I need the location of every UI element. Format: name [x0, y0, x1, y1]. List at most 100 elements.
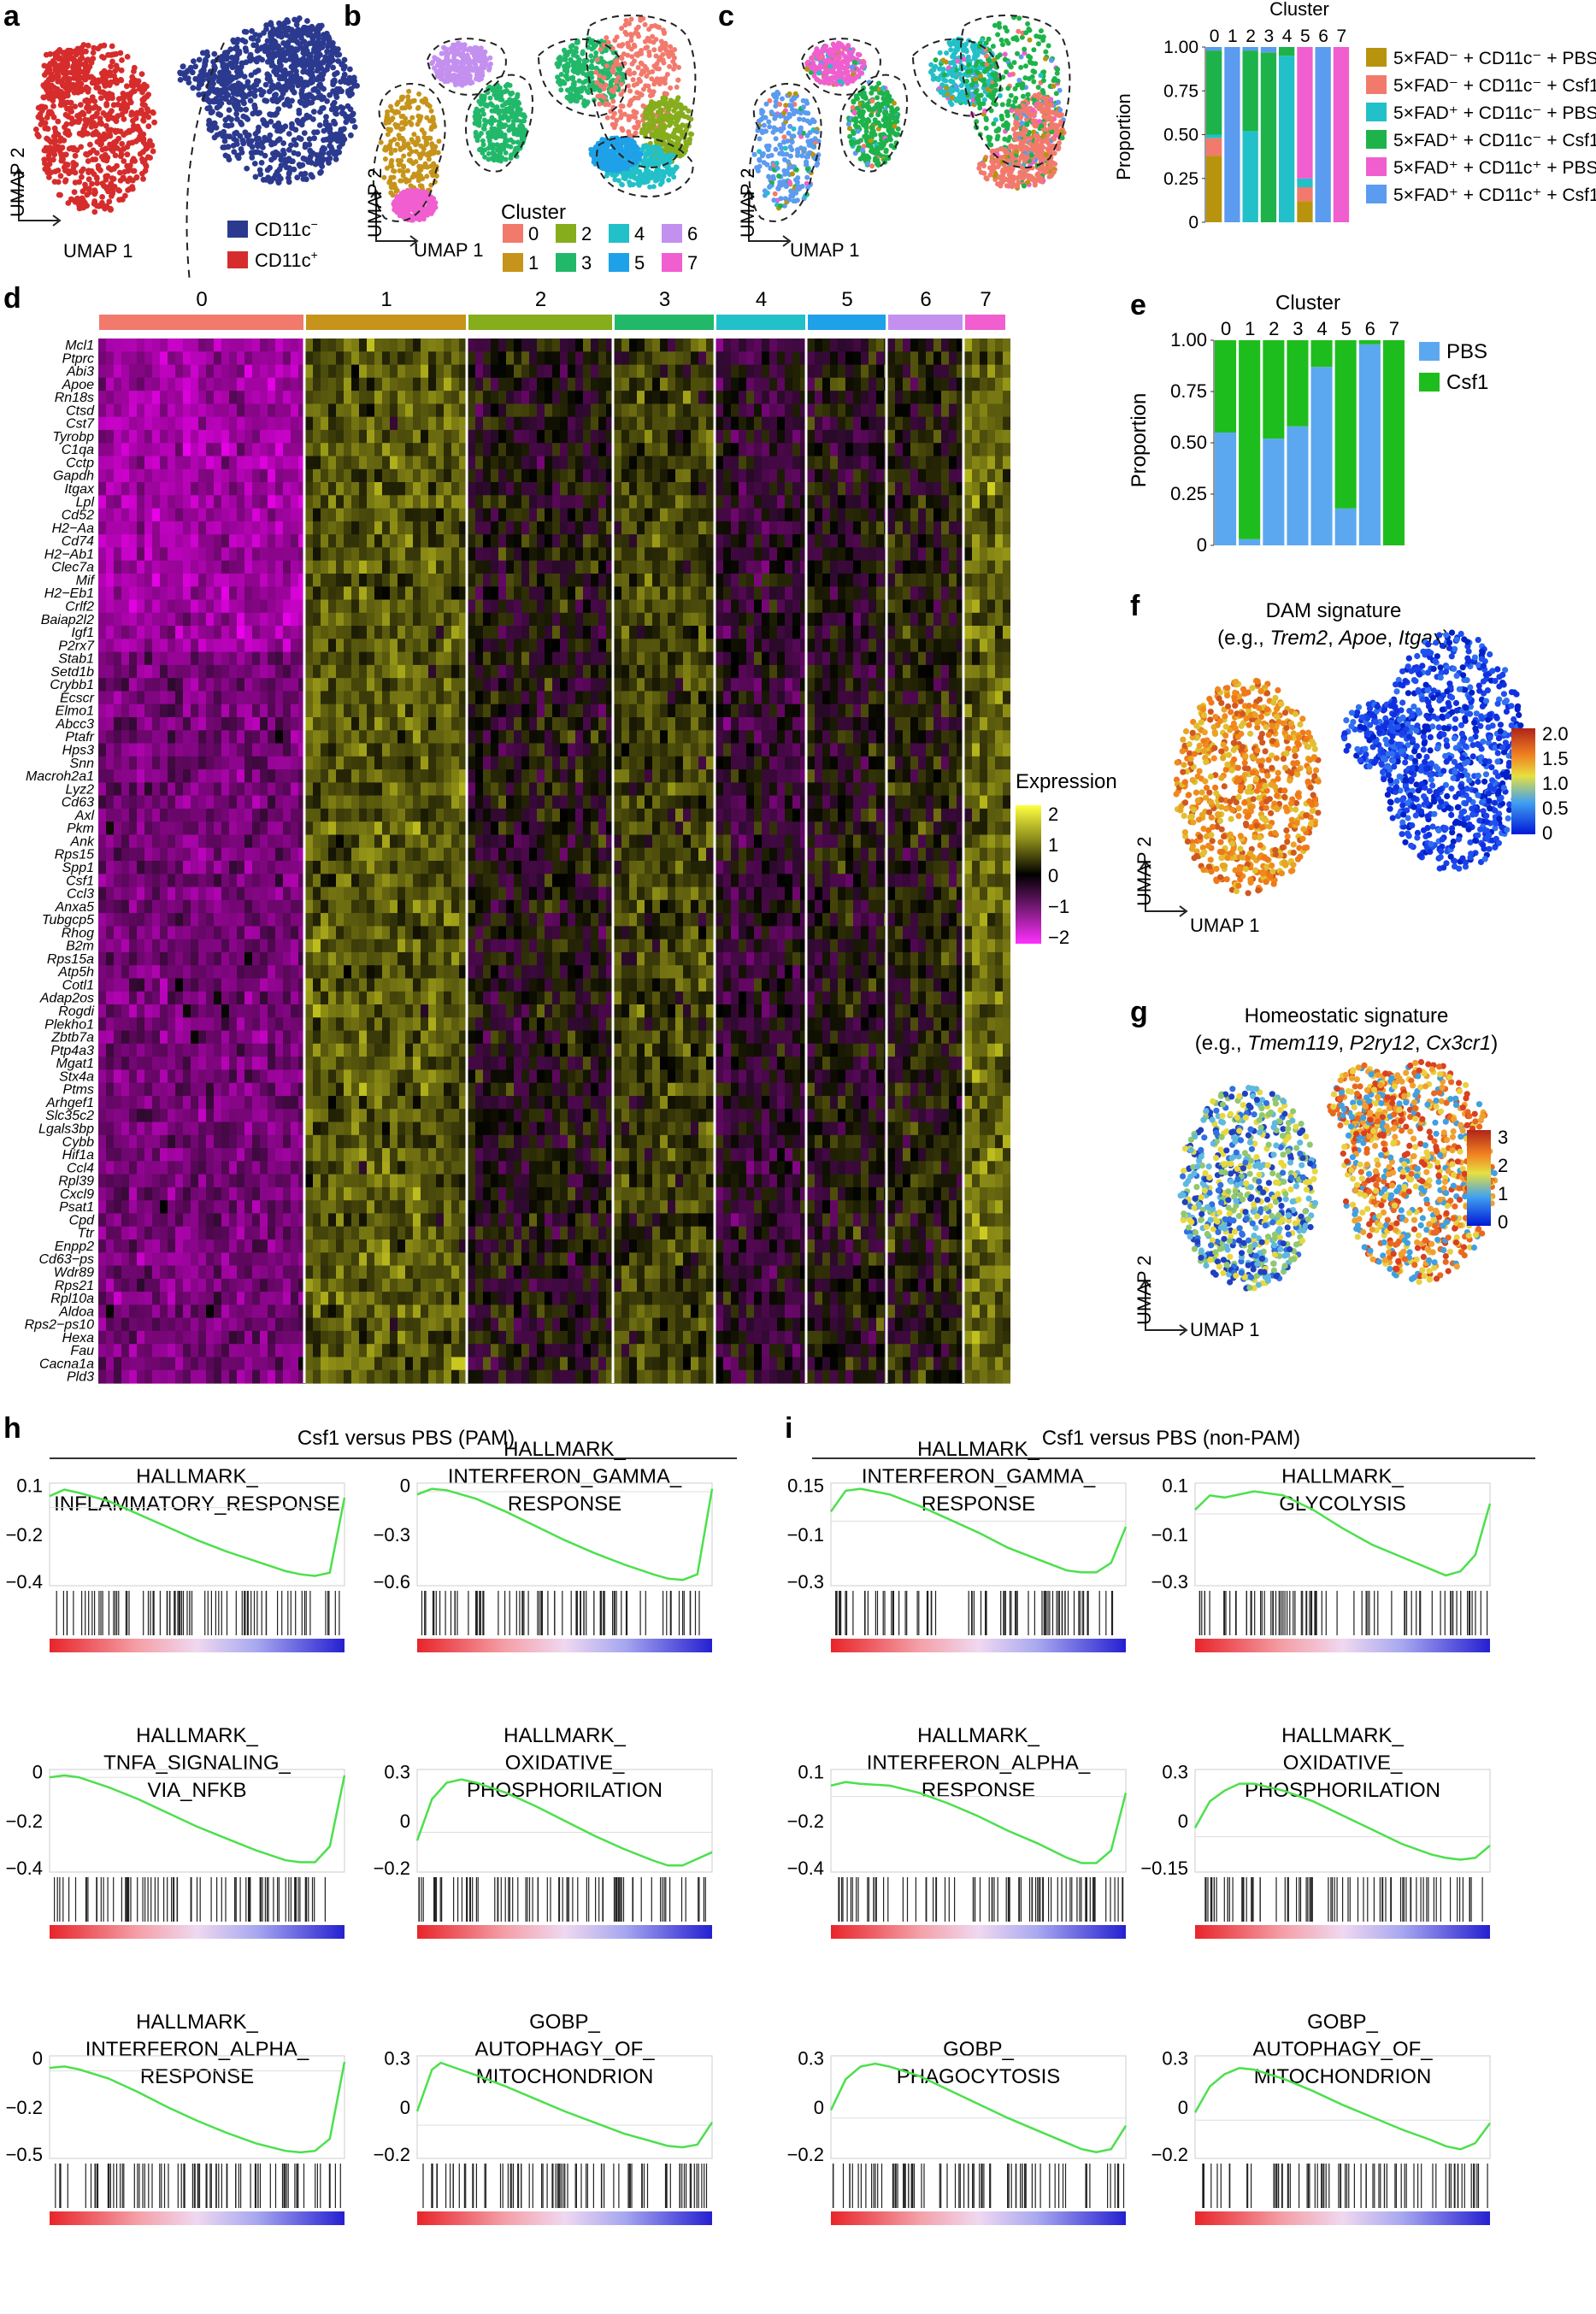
- umap-a-point-neg: [350, 117, 356, 124]
- umap-c-point: [786, 130, 792, 136]
- umap-b-point: [555, 74, 561, 80]
- umap-a-point-neg: [234, 91, 240, 97]
- umap-a-point-neg: [234, 116, 240, 122]
- umap-b-point: [626, 156, 632, 162]
- umap-b-point: [429, 202, 435, 208]
- umap-a-point-neg: [243, 48, 250, 54]
- umap-a-point-neg: [272, 111, 279, 118]
- umap-b-point: [645, 177, 651, 183]
- umap-b-point: [465, 71, 471, 77]
- umap-a-point-neg: [248, 138, 255, 144]
- umap-a-point-neg: [285, 38, 292, 45]
- cluster-legend-swatch: [503, 253, 523, 272]
- umap-b-point: [645, 121, 651, 127]
- umap-a-point-neg: [255, 68, 262, 74]
- umap-c-point: [757, 118, 762, 124]
- umap-b-point: [643, 153, 649, 158]
- umap-b-point: [651, 184, 657, 190]
- umap-c-point: [837, 72, 843, 77]
- umap-a-point-pos: [133, 138, 139, 144]
- umap-a-point-neg: [336, 144, 343, 150]
- cluster-legend-label: 6: [687, 223, 698, 244]
- umap-c-point: [790, 171, 795, 177]
- umap-a-point-neg: [211, 50, 218, 57]
- umap-b-point: [639, 127, 645, 133]
- umap-a-point-neg: [182, 75, 189, 81]
- cluster-legend-label: 0: [528, 223, 539, 244]
- umap-a-point-neg: [226, 107, 233, 113]
- umap-a-point-pos: [93, 128, 99, 135]
- umap-a-point-pos: [57, 173, 64, 180]
- umap-c-point: [869, 112, 875, 118]
- umap-a-point-neg: [255, 110, 262, 117]
- umap-c-point: [833, 48, 839, 54]
- umap-b-point: [641, 143, 647, 149]
- umap-a-point-neg: [303, 57, 309, 64]
- umap-a-point-pos: [127, 162, 133, 169]
- umap-c-point: [875, 95, 880, 101]
- umap-a-point-neg: [256, 124, 262, 131]
- umap-b-point: [405, 141, 411, 147]
- umap-a-point-pos: [85, 67, 91, 73]
- umap-c-point: [789, 147, 795, 153]
- umap-a-point-pos: [57, 88, 64, 95]
- umap-b-point: [409, 217, 415, 223]
- umap-c-point: [887, 116, 893, 122]
- umap-a-point-neg: [280, 75, 286, 81]
- umap-a-point-pos: [91, 44, 97, 51]
- umap-a-point-pos: [91, 209, 98, 215]
- umap-a-point-pos: [137, 150, 144, 157]
- umap-c-point: [820, 46, 826, 52]
- umap-b-point: [425, 164, 430, 170]
- umap-c-point: [761, 122, 767, 128]
- umap-b-point: [432, 150, 438, 156]
- umap-c-point: [847, 50, 853, 56]
- umap-c-point: [882, 114, 888, 120]
- umap-a-point-pos: [82, 129, 89, 136]
- umap-c-point: [835, 55, 841, 61]
- umap-a-point-pos: [81, 62, 88, 68]
- umap-b-point: [504, 99, 510, 105]
- umap-a-point-pos: [99, 146, 106, 153]
- legend-a-pos: CD11c+: [255, 248, 318, 271]
- umap-c-point: [787, 123, 793, 129]
- umap-a-point-pos: [38, 121, 44, 127]
- umap-a-point-neg: [221, 138, 228, 144]
- umap-c-point: [866, 155, 872, 161]
- umap-a-point-pos: [117, 177, 124, 184]
- umap-c-point: [837, 79, 843, 85]
- umap-b-point: [480, 97, 486, 103]
- umap-c-point: [772, 94, 778, 100]
- umap-b-point: [646, 88, 652, 93]
- umap-a-point-neg: [339, 127, 345, 133]
- umap-a-point-neg: [268, 156, 274, 163]
- umap-b-point: [616, 43, 622, 49]
- umap-a-point-neg: [303, 112, 310, 119]
- umap-a-point-neg: [315, 55, 321, 61]
- umap-a-point-pos: [116, 169, 123, 176]
- umap-a-point-pos: [105, 165, 112, 171]
- umap-b-point: [598, 93, 604, 99]
- umap-a-point-neg: [275, 120, 282, 127]
- cluster-legend-swatch: [556, 224, 576, 243]
- umap-b-point: [631, 144, 637, 150]
- umap-c-point: [767, 124, 773, 130]
- umap-a-point-pos: [79, 44, 85, 51]
- umap-a-point-neg: [274, 168, 280, 175]
- umap-b-point: [518, 111, 524, 117]
- umap-c-point: [759, 151, 765, 157]
- cluster-legend-swatch: [662, 253, 682, 272]
- umap-b-point: [635, 123, 641, 129]
- umap-a-point-neg: [276, 136, 283, 143]
- umap-c-point: [794, 152, 800, 158]
- umap-a-point-neg: [239, 97, 246, 104]
- umap-a-point-neg: [315, 158, 321, 165]
- umap-a-point-pos: [134, 79, 141, 85]
- umap-c-point: [869, 90, 875, 96]
- umap-b-point: [486, 150, 492, 156]
- umap-a-point-pos: [57, 135, 64, 142]
- umap-b-point: [430, 144, 436, 150]
- umap-c-point: [845, 121, 851, 127]
- umap-c-point: [805, 59, 811, 65]
- umap-a-point-pos: [109, 175, 115, 181]
